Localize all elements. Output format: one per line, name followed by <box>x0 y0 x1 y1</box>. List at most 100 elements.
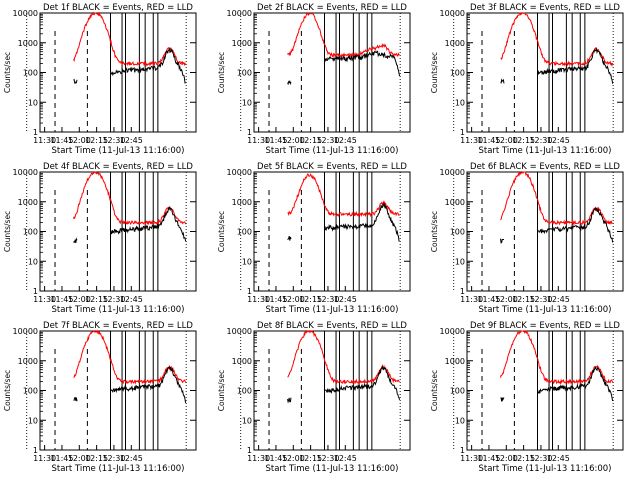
y-tick-label: 1 <box>460 446 465 455</box>
x-tick-label: 12:45 <box>547 136 570 145</box>
x-tick-label: 12:45 <box>334 295 357 304</box>
y-tick-label: 100 <box>450 387 465 396</box>
x-axis-label: Start Time (11-Jul-13 11:16:00) <box>479 305 612 315</box>
events-series-line <box>537 365 614 402</box>
x-tick-label: 11:30 <box>33 295 56 304</box>
x-tick-label: 12:00 <box>282 136 305 145</box>
x-tick-label: 11:45 <box>264 454 287 463</box>
x-tick-label: 12:15 <box>299 295 322 304</box>
x-tick-label: 11:30 <box>247 295 270 304</box>
events-series-line <box>73 78 78 85</box>
events-series-line <box>324 202 400 242</box>
y-tick-label: 10000 <box>227 168 252 177</box>
events-series-line <box>324 50 401 77</box>
x-tick-label: 12:15 <box>512 136 535 145</box>
x-tick-label: 12:45 <box>120 136 143 145</box>
y-tick-label: 10 <box>455 257 465 266</box>
x-tick-label: 11:45 <box>477 136 500 145</box>
panel-det-8: Det 8f BLACK = Events, RED = LLD 1 10 100 10… <box>217 321 411 474</box>
panel-det-9: Det 9f BLACK = Events, RED = LLD 1 10 100 10… <box>430 321 624 474</box>
chart-title: Det 6f BLACK = Events, RED = LLD <box>470 162 620 172</box>
x-tick-label: 12:15 <box>299 454 322 463</box>
events-series-line <box>537 47 614 84</box>
x-tick-label: 12:45 <box>120 295 143 304</box>
panel-det-3: Det 3f BLACK = Events, RED = LLD 1 10 100 10… <box>430 3 624 156</box>
panel-det-1: Det 1f BLACK = Events, RED = LLD 1 10 100 10… <box>3 3 197 156</box>
y-tick-label: 10000 <box>13 168 38 177</box>
y-tick-label: 1 <box>247 446 252 455</box>
panel-det-4: Det 4f BLACK = Events, RED = LLD 1 10 100 10… <box>3 162 197 315</box>
y-tick-label: 100 <box>237 387 252 396</box>
x-tick-label: 12:00 <box>495 295 518 304</box>
y-tick-label: 100 <box>23 228 38 237</box>
lld-series-line <box>287 173 400 218</box>
y-tick-label: 10 <box>242 416 252 425</box>
y-tick-label: 1000 <box>232 39 252 48</box>
events-series-line <box>110 47 186 84</box>
chart-title: Det 8f BLACK = Events, RED = LLD <box>257 321 407 331</box>
x-tick-label: 12:30 <box>316 295 339 304</box>
x-tick-label: 11:45 <box>477 295 500 304</box>
x-tick-label: 11:45 <box>264 136 287 145</box>
y-tick-label: 10 <box>242 98 252 107</box>
x-tick-label: 11:45 <box>50 454 73 463</box>
y-axis-label: Counts/sec <box>217 211 226 252</box>
x-tick-label: 11:30 <box>33 454 56 463</box>
x-tick-label: 12:00 <box>68 136 91 145</box>
x-tick-label: 12:15 <box>85 454 108 463</box>
lld-series-line <box>73 329 187 385</box>
lld-series-line <box>500 171 613 227</box>
x-tick-label: 12:45 <box>334 454 357 463</box>
y-tick-label: 10000 <box>440 327 465 336</box>
events-series-line <box>110 206 187 242</box>
x-tick-label: 11:45 <box>50 295 73 304</box>
x-tick-label: 12:45 <box>547 454 570 463</box>
y-axis-label: Counts/sec <box>430 211 439 252</box>
y-tick-label: 1000 <box>445 39 465 48</box>
chart-title: Det 2f BLACK = Events, RED = LLD <box>257 3 407 13</box>
chart-title: Det 3f BLACK = Events, RED = LLD <box>470 3 620 13</box>
y-tick-label: 10 <box>455 416 465 425</box>
y-tick-label: 1 <box>247 128 252 137</box>
x-tick-label: 12:30 <box>316 136 339 145</box>
y-tick-label: 1000 <box>232 198 252 207</box>
y-tick-label: 1000 <box>445 357 465 366</box>
lld-series-line <box>287 11 400 59</box>
chart-title: Det 5f BLACK = Events, RED = LLD <box>257 162 407 172</box>
y-tick-label: 10000 <box>13 327 38 336</box>
x-axis-label: Start Time (11-Jul-13 11:16:00) <box>266 146 399 156</box>
y-axis-label: Counts/sec <box>3 52 12 93</box>
y-tick-label: 1 <box>33 287 38 296</box>
x-tick-label: 12:30 <box>529 454 552 463</box>
x-tick-label: 12:30 <box>102 454 125 463</box>
events-series-line <box>500 78 505 84</box>
x-tick-label: 12:30 <box>102 136 125 145</box>
x-tick-label: 11:30 <box>460 136 483 145</box>
x-tick-label: 12:15 <box>299 136 322 145</box>
x-axis-label: Start Time (11-Jul-13 11:16:00) <box>479 146 612 156</box>
y-axis-label: Counts/sec <box>3 211 12 252</box>
x-tick-label: 12:30 <box>102 295 125 304</box>
x-axis-label: Start Time (11-Jul-13 11:16:00) <box>52 146 185 156</box>
y-tick-label: 1000 <box>18 198 38 207</box>
chart-title: Det 9f BLACK = Events, RED = LLD <box>470 321 620 331</box>
x-tick-label: 11:45 <box>50 136 73 145</box>
y-tick-label: 1000 <box>232 357 252 366</box>
y-tick-label: 10 <box>242 257 252 266</box>
y-axis-label: Counts/sec <box>217 370 226 411</box>
lld-series-line <box>287 329 400 386</box>
y-tick-label: 1000 <box>18 39 38 48</box>
x-tick-label: 12:30 <box>316 454 339 463</box>
x-tick-label: 12:30 <box>529 295 552 304</box>
y-tick-label: 10 <box>28 257 38 266</box>
y-tick-label: 10 <box>455 98 465 107</box>
events-series-line <box>287 79 292 86</box>
x-axis-label: Start Time (11-Jul-13 11:16:00) <box>266 305 399 315</box>
events-series-line <box>537 206 614 243</box>
y-tick-label: 1000 <box>445 198 465 207</box>
y-tick-label: 1 <box>33 446 38 455</box>
x-tick-label: 12:00 <box>495 454 518 463</box>
x-tick-label: 12:45 <box>120 454 143 463</box>
